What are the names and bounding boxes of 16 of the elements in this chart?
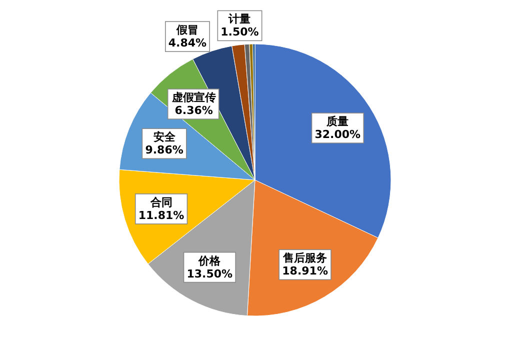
slice-label: 合同 <box>149 196 172 209</box>
data-label: 18.91% <box>282 264 328 278</box>
slice-label: 质量 <box>326 115 349 128</box>
slice-label: 安全 <box>153 130 176 144</box>
data-label: 13.50% <box>186 267 233 280</box>
data-label: 32.00% <box>314 128 361 142</box>
slice-label: 假冒 <box>175 24 198 37</box>
data-label: 9.86% <box>145 144 184 157</box>
data-label: 11.81% <box>138 208 184 222</box>
data-label: 4.84% <box>168 36 207 50</box>
data-label: 6.36% <box>174 104 213 118</box>
slice-label: 价格 <box>198 254 222 268</box>
slice-label: 计量 <box>228 12 251 26</box>
slice-label: 售后服务 <box>282 252 328 265</box>
slice-label: 虚假宣传 <box>170 91 216 104</box>
data-label: 1.50% <box>220 26 259 39</box>
